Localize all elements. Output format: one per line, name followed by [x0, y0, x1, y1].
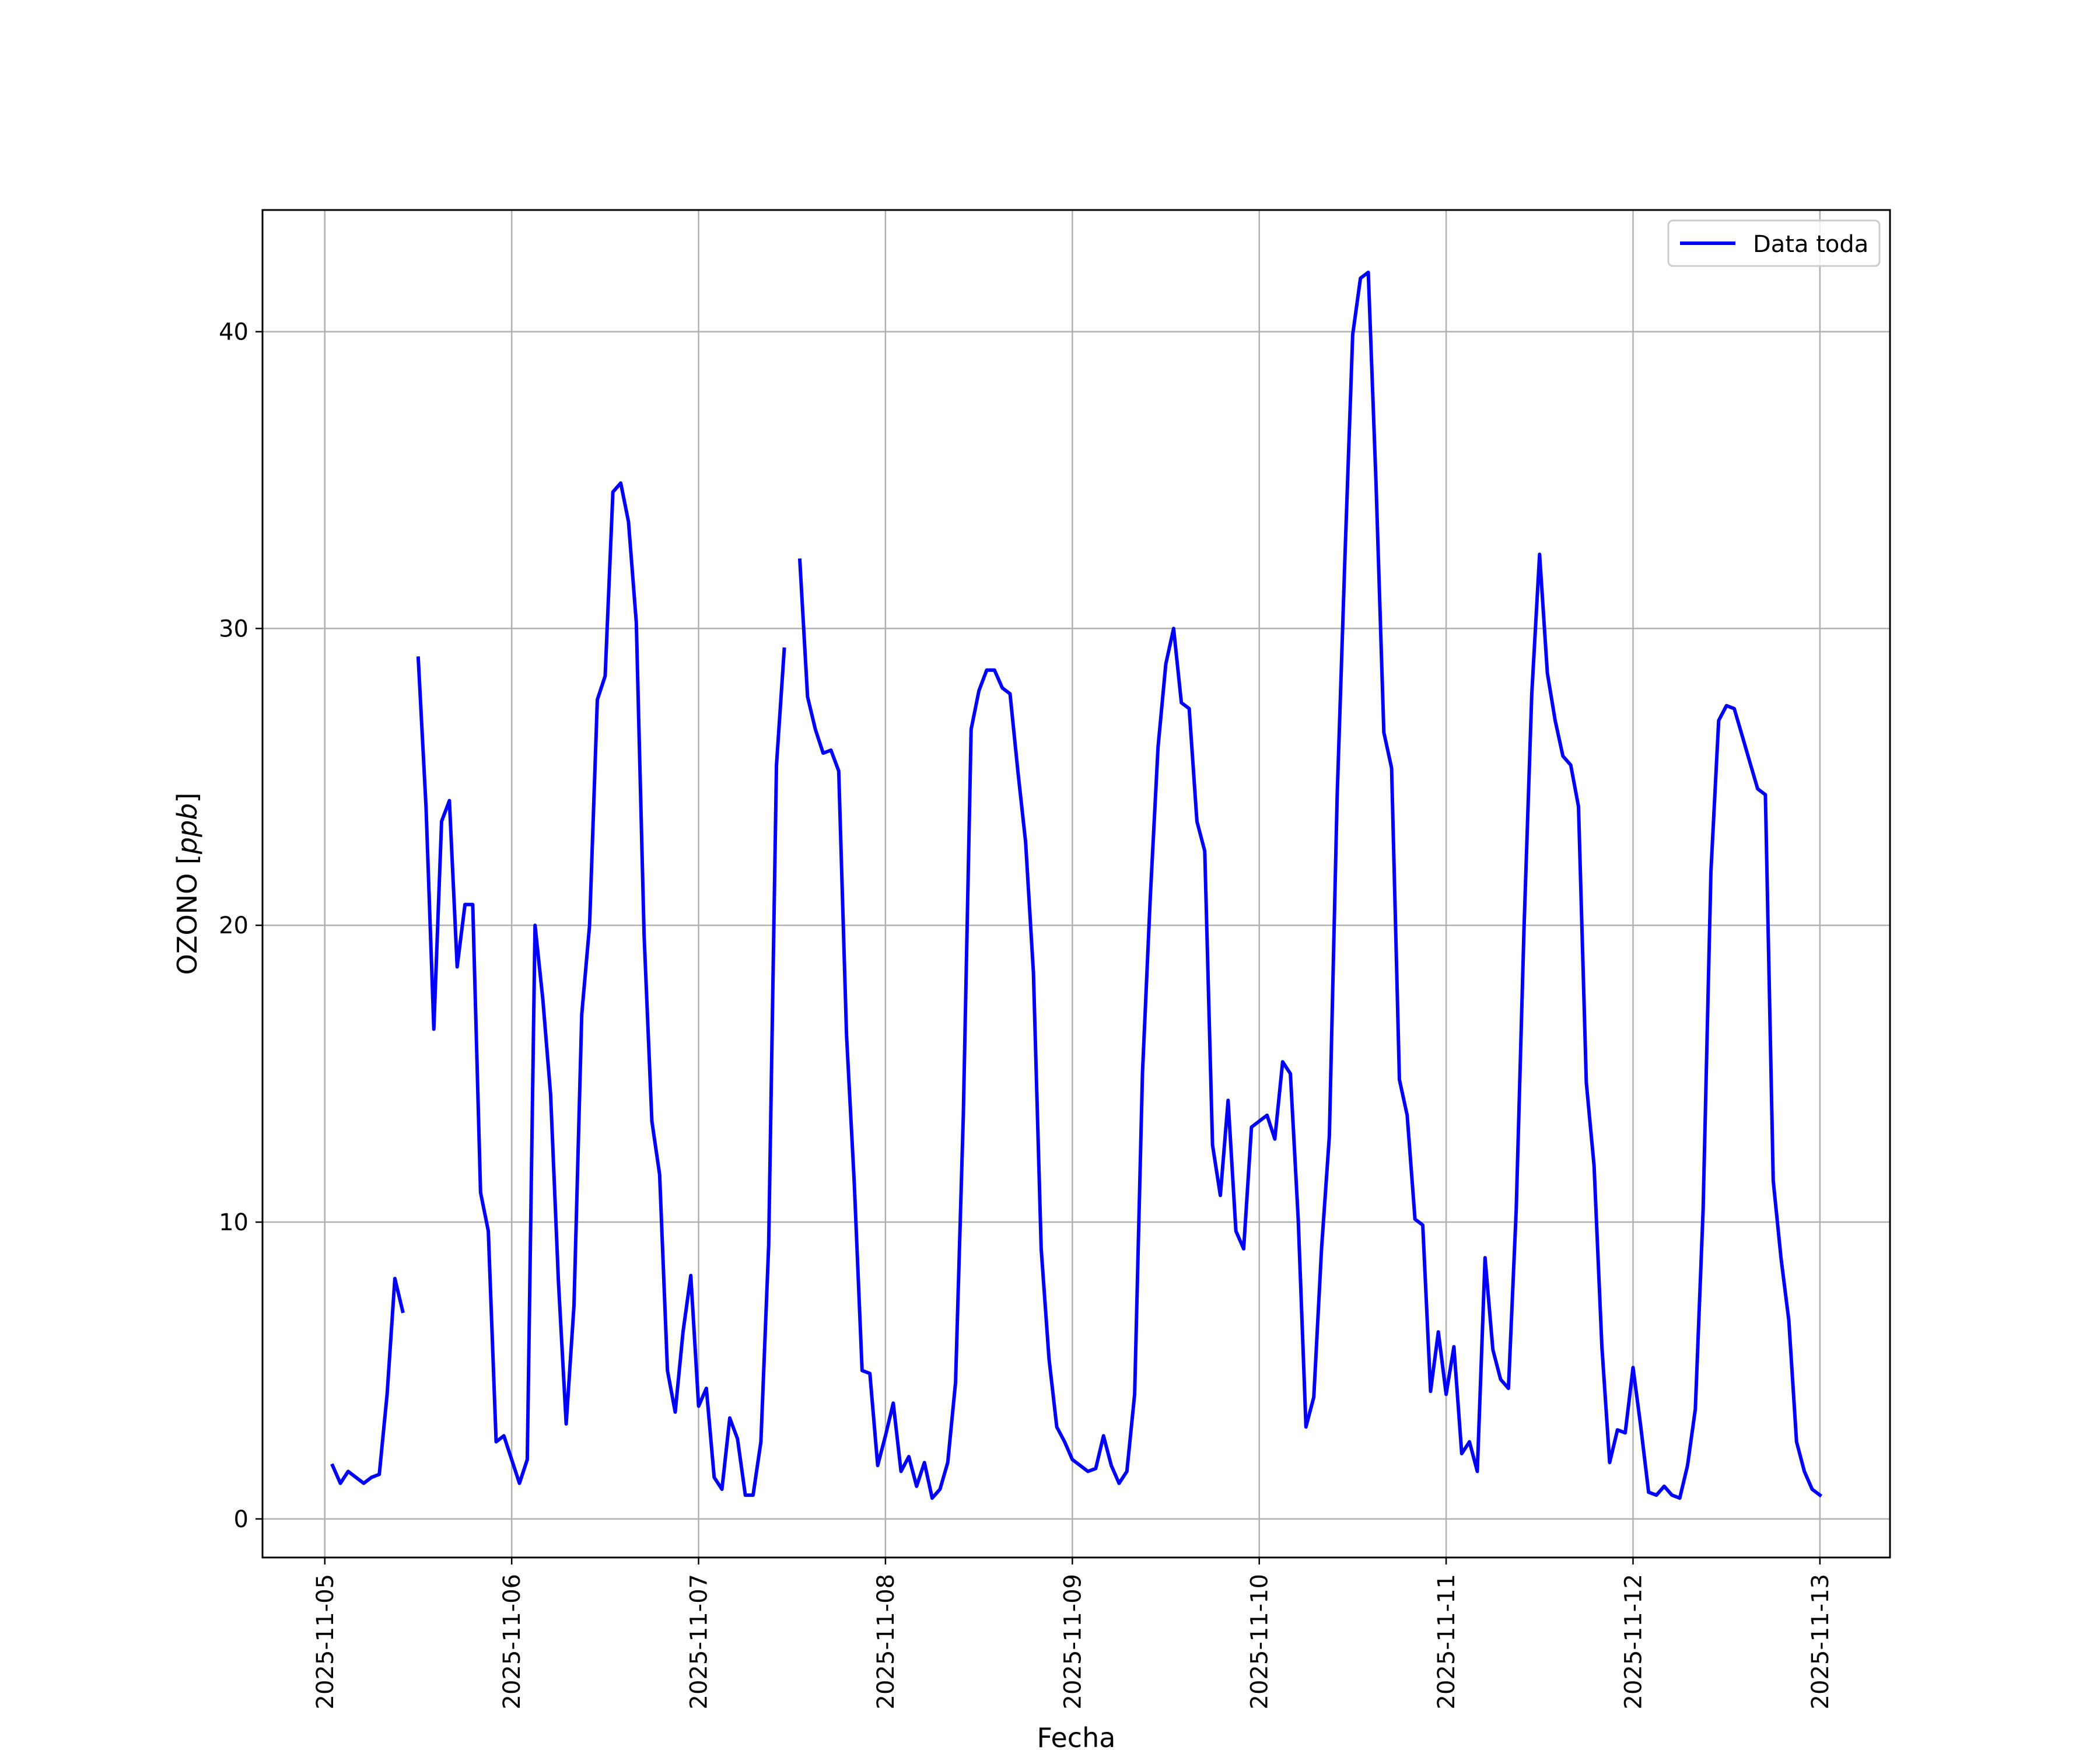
x-tick-label: 2025-11-12 [1620, 1574, 1647, 1709]
y-axis-label: OZONO [ppb] [172, 793, 203, 975]
x-axis-ticks: 2025-11-05 2025-11-06 2025-11-07 2025-11-08… [312, 1558, 1834, 1709]
x-tick-label: 2025-11-10 [1247, 1574, 1273, 1709]
series-line-segment [797, 270, 1823, 1500]
x-axis-label: Fecha [1037, 1722, 1116, 1750]
legend-box [1667, 219, 1881, 267]
y-axis-ticks: 0 10 20 30 40 [219, 319, 262, 1533]
y-tick-label: 0 [234, 1506, 249, 1533]
y-axis-label-prefix: OZONO [ [172, 854, 203, 975]
legend: Data toda [1667, 219, 1881, 267]
x-tick-label: 2025-11-08 [873, 1574, 900, 1709]
plot-frame [261, 209, 1891, 1559]
x-tick-label: 2025-11-13 [1807, 1574, 1834, 1709]
y-axis-label-unit: ppb [172, 803, 203, 855]
series-line-segment [416, 481, 786, 1497]
y-tick-label: 20 [219, 912, 249, 939]
plot-area [262, 210, 1890, 1558]
series-layer [330, 270, 1823, 1500]
y-axis-label-suffix: ] [172, 793, 203, 803]
x-tick-label: 2025-11-06 [499, 1574, 526, 1709]
grid [262, 210, 1890, 1558]
x-tick-label: 2025-11-11 [1433, 1574, 1460, 1709]
series-line-segment [330, 1276, 405, 1485]
y-tick-label: 10 [219, 1209, 249, 1236]
x-tick-label: 2025-11-05 [312, 1574, 339, 1709]
legend-label: Data toda [1753, 231, 1868, 258]
x-tick-label: 2025-11-09 [1059, 1574, 1086, 1709]
x-tick-label: 2025-11-07 [686, 1574, 713, 1709]
y-tick-label: 30 [219, 615, 249, 642]
y-tick-label: 40 [219, 319, 249, 346]
